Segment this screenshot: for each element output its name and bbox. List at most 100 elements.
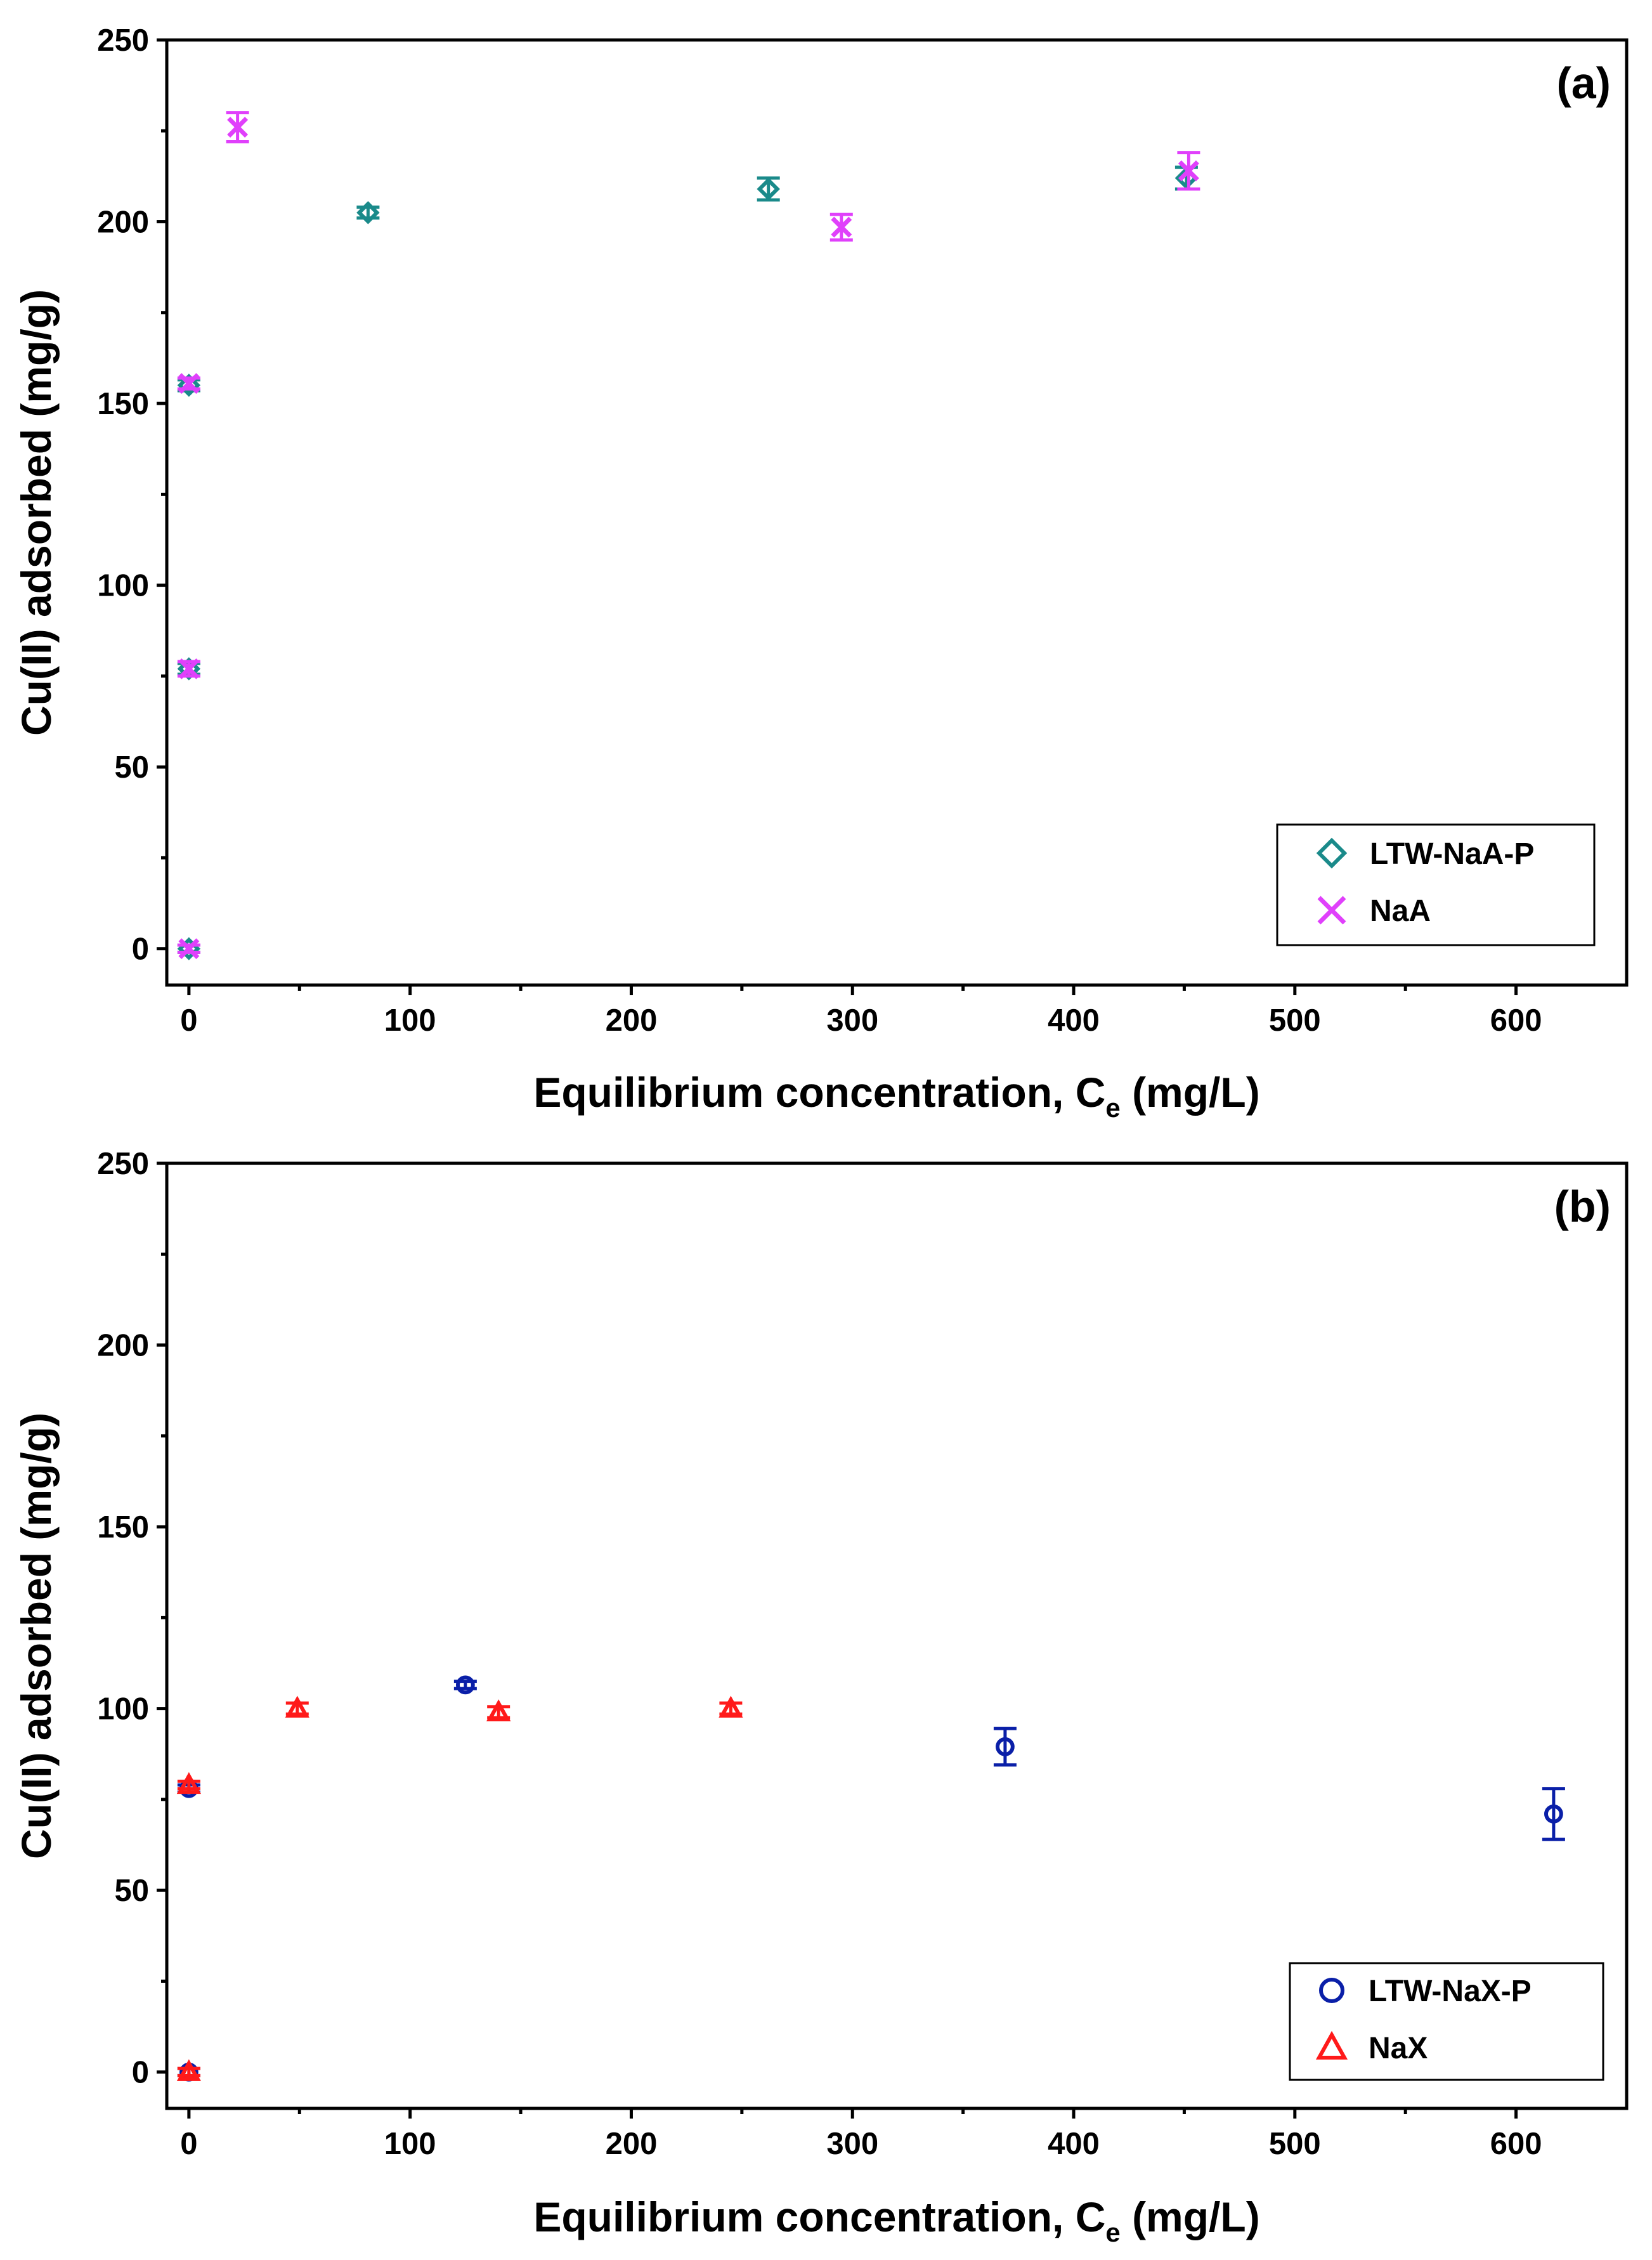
panel-label-b: (b)	[1554, 1182, 1611, 1231]
x-axis-title-unit-a: (mg/L)	[1121, 1069, 1260, 1116]
data-point	[453, 1675, 477, 1695]
data-point	[1177, 151, 1200, 191]
marker-nax	[176, 2059, 201, 2081]
marker-nax	[486, 1699, 511, 1721]
x-tick-label: 400	[1048, 2127, 1100, 2161]
x-axis-title-sub-a: e	[1105, 1093, 1120, 1123]
marker-naa-stroke-2	[1178, 160, 1199, 181]
marker-ltw-nax-p-shape	[996, 1737, 1015, 1756]
marker-naa	[227, 117, 249, 138]
marker-naa	[178, 938, 200, 960]
data-point	[719, 1695, 743, 1718]
data-point	[176, 2059, 201, 2081]
marker-nax-shape	[719, 1695, 743, 1718]
marker-naa	[831, 216, 852, 238]
marker-ltw-nax-p	[996, 1737, 1015, 1756]
data-points-a	[177, 111, 1200, 960]
marker-naa-stroke-2	[178, 373, 200, 395]
x-tick-label: 0	[180, 2127, 197, 2161]
y-tick-label: 0	[132, 2056, 149, 2090]
axis-ticks-b: 0 100 200 300 400 500 600 0 50 100 150 200 250	[97, 1147, 1542, 2161]
panel-label-a: (a)	[1556, 58, 1611, 108]
marker-naa-stroke-2	[178, 658, 200, 679]
y-tick-label: 50	[114, 1874, 149, 1908]
marker-naa-stroke-2	[178, 938, 200, 960]
marker-nax-shape	[486, 1699, 511, 1721]
data-point	[993, 1727, 1017, 1767]
y-tick-label: 150	[97, 387, 149, 421]
data-point	[829, 212, 853, 242]
data-point	[356, 200, 380, 225]
x-tick-label: 100	[384, 2127, 436, 2161]
y-tick-label: 100	[97, 1692, 149, 1727]
legend-label-ltw-naa-p: LTW-NaA-P	[1370, 837, 1534, 871]
x-tick-label: 0	[180, 1003, 197, 1038]
data-points-b	[176, 1675, 1565, 2082]
legend-label-naa: NaA	[1370, 894, 1431, 928]
marker-naa	[178, 373, 200, 395]
marker-ltw-naa-p-shape	[177, 374, 201, 397]
y-tick-label: 250	[97, 23, 149, 58]
legend-label-nax: NaX	[1369, 2032, 1428, 2065]
legend-symbol-shape	[1316, 837, 1348, 869]
data-point	[177, 373, 200, 395]
x-axis-title-main-b: Equilibrium concentration, C	[533, 2193, 1105, 2240]
y-axis-title-a: Cu(II) adsorbed (mg/g)	[13, 289, 60, 736]
legend-a: LTW-NaA-P NaA	[1276, 823, 1596, 946]
legend-symbol-shape	[1315, 2030, 1348, 2060]
data-point	[285, 1695, 309, 1718]
marker-ltw-nax-p-shape	[1544, 1804, 1563, 1824]
y-tick-label: 0	[132, 932, 149, 967]
marker-ltw-naa-p-shape	[757, 177, 780, 201]
data-point	[176, 1772, 201, 1794]
y-tick-label: 200	[97, 1329, 149, 1363]
legend-symbol-shape	[1319, 1978, 1344, 2003]
legend-symbol	[1317, 896, 1346, 925]
marker-naa-stroke-2	[227, 117, 249, 138]
y-tick-label: 100	[97, 569, 149, 603]
marker-ltw-nax-p	[1544, 1804, 1563, 1824]
legend-label-ltw-nax-p: LTW-NaX-P	[1369, 1975, 1532, 2008]
legend-marker-naa	[1317, 896, 1346, 925]
x-tick-label: 200	[606, 1003, 658, 1038]
x-tick-label: 300	[826, 1003, 878, 1038]
x-axis-title-unit-b: (mg/L)	[1121, 2193, 1260, 2240]
legend-marker-ltw-nax-p	[1319, 1978, 1344, 2003]
legend-symbol	[1315, 2030, 1348, 2060]
x-axis-title-a: Equilibrium concentration, Ce (mg/L)	[533, 1069, 1259, 1123]
y-tick-label: 150	[97, 1510, 149, 1545]
x-tick-label: 500	[1269, 2127, 1321, 2161]
marker-nax-shape	[176, 1772, 201, 1794]
marker-naa	[1178, 160, 1199, 181]
marker-ltw-nax-p-shape	[455, 1675, 475, 1695]
data-point	[177, 938, 200, 960]
x-tick-label: 200	[606, 2127, 658, 2161]
x-tick-label: 600	[1490, 1003, 1542, 1038]
marker-ltw-naa-p	[356, 200, 380, 225]
legend-marker-ltw-naa-p	[1316, 837, 1348, 869]
data-point	[177, 658, 200, 679]
plot-frame-a	[165, 38, 1629, 987]
x-axis-title-b: Equilibrium concentration, Ce (mg/L)	[533, 2193, 1259, 2247]
marker-nax-shape	[285, 1695, 309, 1718]
y-axis-title-b: Cu(II) adsorbed (mg/g)	[13, 1413, 60, 1859]
data-point	[757, 176, 780, 202]
marker-nax-shape	[176, 2059, 201, 2081]
legend-symbol	[1319, 1978, 1344, 2003]
axis-ticks-a: 0 100 200 300 400 500 600 0 50 100 150 200 250	[97, 23, 1542, 1038]
data-point	[226, 111, 249, 143]
legend-b: LTW-NaX-P NaX	[1289, 1962, 1604, 2081]
plot-frame-b	[165, 1161, 1629, 2110]
marker-ltw-naa-p	[177, 374, 201, 397]
legend-symbol-stroke-2	[1317, 896, 1346, 925]
data-point	[1542, 1787, 1565, 1841]
marker-nax	[176, 1772, 201, 1794]
x-tick-label: 500	[1269, 1003, 1321, 1038]
marker-ltw-naa-p	[757, 177, 780, 201]
x-axis-title-sub-b: e	[1105, 2218, 1120, 2247]
y-tick-label: 250	[97, 1147, 149, 1181]
x-tick-label: 300	[826, 2127, 878, 2161]
legend-symbol	[1316, 837, 1348, 869]
panel-b: 0 100 200 300 400 500 600 0 50 100 150 200 250 (b) E…	[13, 1147, 1629, 2247]
